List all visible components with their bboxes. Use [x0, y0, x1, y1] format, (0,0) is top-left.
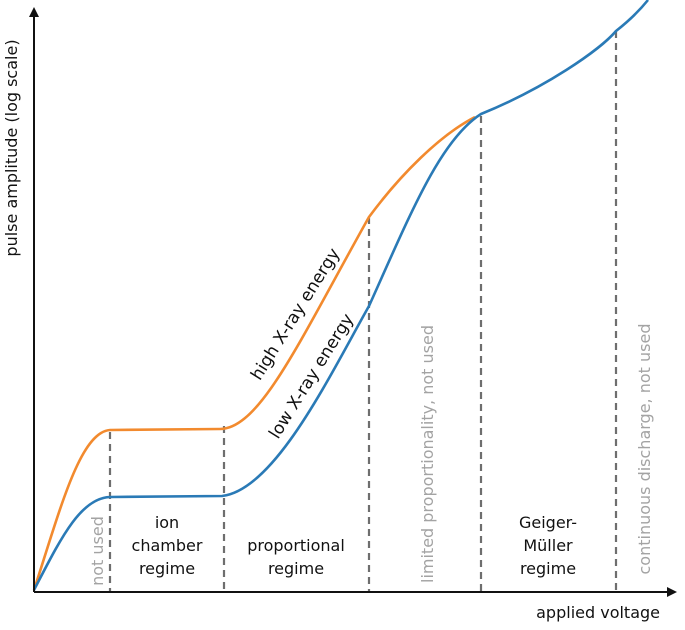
high-energy-curve [32, 115, 476, 591]
regime-discharge-label: continuous discharge, not used [635, 324, 654, 575]
regime-not-used-label: not used [88, 516, 107, 586]
ion-chamber-line-3: regime [139, 559, 195, 578]
proportional-line-1: proportional [247, 536, 345, 555]
regime-ion-chamber: ion chamber regime [132, 513, 203, 578]
regime-geiger-muller: Geiger- Müller regime [519, 513, 577, 578]
regime-dividers [108, 31, 618, 592]
x-axis-label: applied voltage [536, 603, 660, 622]
proportional-line-2: regime [268, 559, 324, 578]
geiger-line-2: Müller [523, 536, 573, 555]
y-axis-label: pulse amplitude (log scale) [2, 39, 21, 256]
regime-limited-label: limited proportionality, not used [418, 325, 437, 583]
regime-proportional: proportional regime [247, 536, 345, 578]
ion-chamber-line-2: chamber [132, 536, 203, 555]
ion-chamber-line-1: ion [155, 513, 179, 532]
geiger-line-3: regime [520, 559, 576, 578]
axes [29, 7, 677, 597]
geiger-line-1: Geiger- [519, 513, 577, 532]
low-energy-curve [32, 0, 650, 591]
